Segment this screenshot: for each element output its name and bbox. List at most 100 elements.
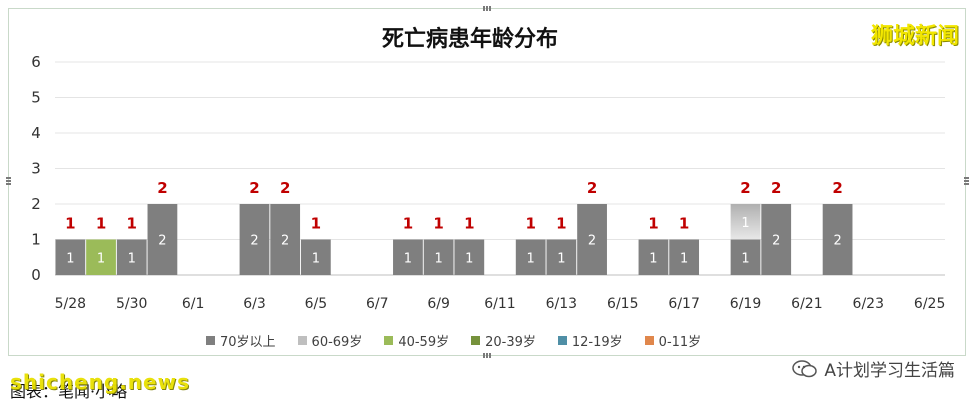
bar-segment-label: 2 bbox=[772, 234, 780, 249]
bar-segment bbox=[454, 239, 485, 275]
wechat-account: A计划学习生活篇 bbox=[792, 356, 955, 381]
watermark-bottom-left: shicheng.news bbox=[10, 370, 190, 394]
y-tick-label: 0 bbox=[31, 266, 41, 284]
bar-segment-label: 2 bbox=[833, 234, 841, 249]
legend-item: 40-59岁 bbox=[384, 331, 449, 350]
bar-segment bbox=[730, 239, 761, 275]
x-tick-label: 5/28 bbox=[55, 296, 86, 312]
x-tick-label: 6/5 bbox=[305, 296, 328, 312]
x-tick-label: 6/7 bbox=[366, 296, 389, 312]
legend-label: 70岁以上 bbox=[220, 334, 276, 350]
bar-segment bbox=[761, 204, 792, 275]
bar-total-label: 1 bbox=[525, 215, 535, 233]
bar-segment-label: 1 bbox=[741, 216, 749, 231]
wechat-icon bbox=[792, 359, 818, 377]
bar-total-label: 1 bbox=[464, 215, 474, 233]
image-caption: 图表：笔闻·小略 bbox=[10, 382, 128, 401]
x-tick-label: 6/21 bbox=[791, 296, 822, 312]
x-axis: 5/28 5/30 6/1 6/3 6/5 6/7 6/9 6/11 6/13 6/15 6/17 6… bbox=[55, 296, 946, 312]
x-tick-label: 6/11 bbox=[484, 296, 515, 312]
legend-item: 12-19岁 bbox=[557, 331, 623, 350]
wechat-account-name: A计划学习生活篇 bbox=[824, 361, 955, 381]
y-tick-label: 5 bbox=[31, 89, 41, 107]
y-axis: 0 1 2 3 4 5 6 bbox=[31, 53, 41, 284]
bar-segment bbox=[423, 239, 454, 275]
bar-segment bbox=[822, 204, 853, 275]
legend-swatch bbox=[557, 335, 567, 345]
bar-segment-label: 1 bbox=[66, 251, 74, 266]
legend-item: 0-11岁 bbox=[644, 331, 702, 350]
legend-item: 70岁以上 bbox=[206, 331, 276, 350]
legend-swatch bbox=[471, 335, 481, 345]
resize-handle-top[interactable] bbox=[483, 6, 492, 11]
bar-segment bbox=[515, 239, 546, 275]
bar-total-label: 1 bbox=[65, 215, 75, 233]
bar-segment bbox=[393, 239, 423, 275]
bar-segment bbox=[116, 239, 147, 275]
bar-segment bbox=[577, 204, 607, 275]
bar-total-label: 2 bbox=[740, 179, 750, 197]
gridlines bbox=[55, 61, 945, 276]
bar-segment bbox=[300, 239, 331, 275]
legend-swatch bbox=[297, 335, 307, 345]
bar-total-label: 1 bbox=[96, 215, 106, 233]
bar-segment bbox=[669, 239, 700, 275]
x-tick-label: 6/1 bbox=[182, 296, 205, 312]
bar-segment-label: 1 bbox=[97, 251, 105, 266]
bar-segment-label: 1 bbox=[404, 251, 412, 266]
bar-segment bbox=[638, 239, 669, 275]
legend-swatch bbox=[384, 335, 394, 345]
bar-segment bbox=[239, 204, 270, 275]
bar-segment-label: 1 bbox=[680, 251, 688, 266]
chart-legend: 70岁以上 60-69岁 40-59岁 20-39岁 12-19岁 0-11岁 bbox=[206, 331, 702, 350]
bar-total-label: 2 bbox=[832, 179, 842, 197]
bar-total-label: 2 bbox=[280, 179, 290, 197]
legend-label: 20-39岁 bbox=[485, 334, 536, 350]
bar-segment-label: 2 bbox=[250, 234, 258, 249]
x-tick-label: 6/23 bbox=[853, 296, 884, 312]
bar-segment bbox=[730, 204, 761, 240]
bar-segment bbox=[147, 204, 178, 275]
bar-segment-label: 1 bbox=[741, 251, 749, 266]
x-tick-label: 6/3 bbox=[243, 296, 266, 312]
legend-item: 20-39岁 bbox=[471, 331, 536, 350]
legend-item: 60-69岁 bbox=[297, 331, 363, 350]
bar-total-label: 2 bbox=[249, 179, 259, 197]
bar-segment-label: 2 bbox=[281, 234, 289, 249]
resize-handle-bottom[interactable] bbox=[483, 353, 492, 358]
y-tick-label: 2 bbox=[31, 195, 41, 213]
bar-total-label: 1 bbox=[648, 215, 658, 233]
legend-label: 0-11岁 bbox=[658, 334, 702, 350]
x-tick-label: 6/19 bbox=[730, 296, 761, 312]
x-tick-label: 6/9 bbox=[427, 296, 450, 312]
y-tick-label: 6 bbox=[31, 53, 41, 71]
x-tick-label: 5/30 bbox=[116, 296, 147, 312]
bar-segment-label: 1 bbox=[465, 251, 473, 266]
bar-total-label: 2 bbox=[771, 179, 781, 197]
bar-segment-label: 1 bbox=[527, 251, 535, 266]
y-tick-label: 4 bbox=[31, 124, 41, 142]
legend-label: 12-19岁 bbox=[571, 334, 623, 350]
bar-segment-label: 2 bbox=[588, 234, 596, 249]
y-tick-label: 1 bbox=[31, 231, 41, 249]
bars: 1 1 1 1 1 1 2 2 2 2 2 2 1 1 1 1 1 1 1 1 1 1 1 1 2 2 1 1 1 1 1 1 2 2 2 2 2 bbox=[55, 179, 853, 275]
bar-total-label: 1 bbox=[679, 215, 689, 233]
bar-segment bbox=[546, 239, 577, 275]
chart-title: 死亡病患年龄分布 bbox=[382, 26, 558, 52]
x-tick-label: 6/15 bbox=[607, 296, 638, 312]
x-tick-label: 6/25 bbox=[914, 296, 945, 312]
bar-total-label: 1 bbox=[127, 215, 137, 233]
chart-frame bbox=[6, 6, 969, 358]
legend-swatch bbox=[206, 335, 215, 345]
x-tick-label: 6/17 bbox=[668, 296, 699, 312]
bar-total-label: 1 bbox=[403, 215, 413, 233]
bar-total-label: 1 bbox=[556, 215, 566, 233]
bar-segment bbox=[55, 239, 86, 275]
bar-total-label: 1 bbox=[311, 215, 321, 233]
legend-swatch bbox=[644, 335, 654, 345]
legend-label: 60-69岁 bbox=[311, 334, 363, 350]
bar-segment bbox=[270, 204, 301, 275]
bar-total-label: 2 bbox=[587, 179, 597, 197]
bar-segment-label: 1 bbox=[434, 251, 442, 266]
